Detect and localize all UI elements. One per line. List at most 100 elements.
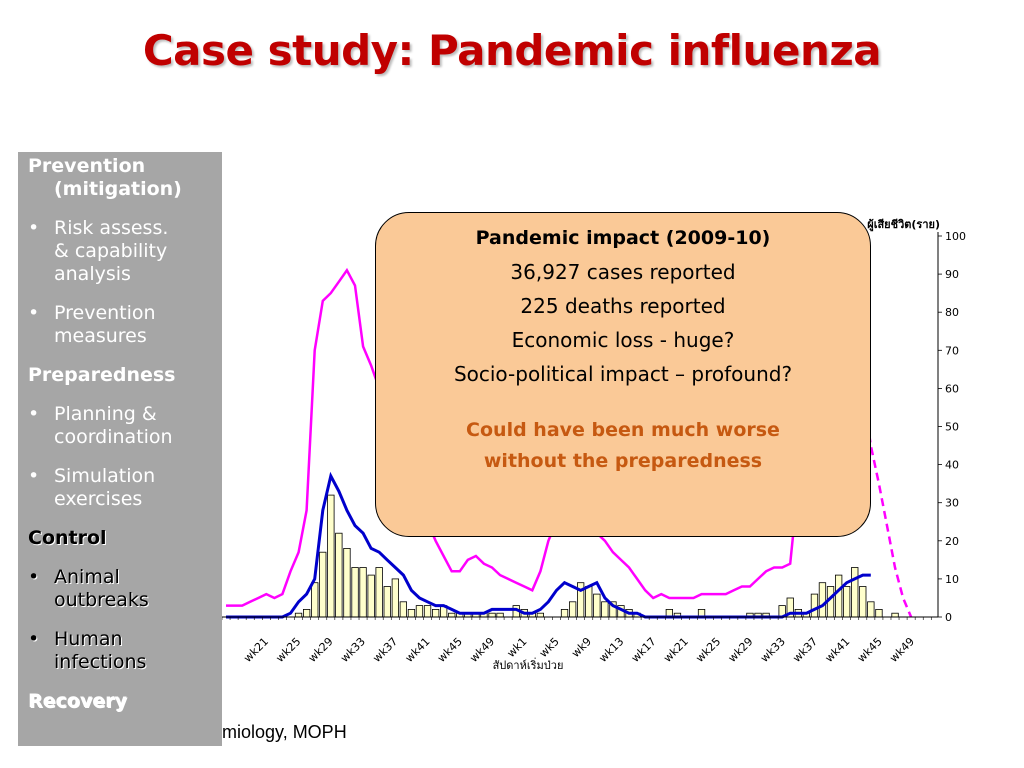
callout-line: Economic loss - huge? bbox=[511, 328, 735, 352]
callout-emphasis: without the preparedness bbox=[483, 450, 763, 472]
bullet: • bbox=[28, 566, 40, 588]
item-line: measures bbox=[54, 325, 147, 347]
x-tick-label: wk45 bbox=[855, 635, 885, 665]
y-tick-label: 20 bbox=[945, 535, 959, 548]
item-line: Planning & bbox=[54, 403, 157, 425]
item-line: coordination bbox=[54, 426, 173, 448]
bar bbox=[859, 586, 867, 618]
bullet: • bbox=[28, 465, 40, 487]
y-tick-label: 100 bbox=[945, 230, 966, 243]
item-line: Prevention bbox=[54, 302, 156, 324]
bar bbox=[585, 586, 593, 618]
bar bbox=[367, 574, 375, 618]
y-tick-label: 50 bbox=[945, 421, 959, 434]
list-item: • Animal outbreaks bbox=[18, 566, 222, 612]
bar bbox=[875, 609, 883, 618]
item-line: Human bbox=[54, 628, 123, 650]
bar bbox=[383, 586, 391, 618]
magenta-series-line bbox=[226, 267, 840, 607]
impact-callout-box: Pandemic impact (2009-10) 36,927 cases r… bbox=[375, 212, 871, 537]
item-line: analysis bbox=[54, 263, 131, 285]
bar bbox=[302, 609, 311, 618]
bar bbox=[818, 582, 827, 618]
callout-emphasis: Could have been much worse bbox=[466, 419, 780, 441]
bar bbox=[415, 605, 424, 618]
bar bbox=[810, 593, 819, 618]
x-tick-label: wk45 bbox=[435, 635, 465, 665]
bar bbox=[407, 609, 416, 618]
recovery-heading: Recovery bbox=[28, 690, 127, 712]
item-line: Risk assess. bbox=[54, 217, 169, 239]
bar bbox=[343, 548, 351, 618]
bar bbox=[335, 532, 343, 618]
chart-axes bbox=[221, 232, 939, 620]
y-tick-label: 70 bbox=[945, 344, 959, 357]
item-line: Simulation bbox=[54, 465, 156, 487]
x-tick-label: wk9 bbox=[569, 635, 594, 660]
bar bbox=[536, 612, 544, 618]
bar bbox=[391, 578, 400, 618]
list-item: • Planning & coordination bbox=[18, 403, 222, 449]
callout-heading: Pandemic impact (2009-10) bbox=[475, 227, 771, 249]
prevention-subheading: (mitigation) bbox=[54, 178, 182, 200]
x-tick-label: wk21 bbox=[661, 635, 691, 665]
right-y-tick-labels: 0 10 20 30 40 50 60 70 80 90 100 bbox=[938, 230, 966, 624]
x-tick-labels: wk21 wk25 wk29 wk33 wk37 wk41 wk45 wk49 wk1 wk5 wk… bbox=[241, 635, 917, 665]
item-line: outbreaks bbox=[54, 589, 149, 611]
slide-title: Case study: Pandemic influenza bbox=[142, 26, 882, 75]
bar bbox=[359, 567, 367, 618]
bullet: • bbox=[28, 628, 40, 650]
x-tick-label: wk13 bbox=[596, 635, 626, 665]
bar bbox=[843, 586, 851, 618]
item-line: & capability bbox=[54, 240, 168, 262]
y-tick-label: 60 bbox=[945, 382, 959, 395]
y-tick-label: 10 bbox=[945, 573, 959, 586]
bar bbox=[851, 567, 859, 618]
bar bbox=[867, 601, 875, 618]
bar bbox=[448, 612, 456, 618]
source-footnote: miology, MOPH bbox=[222, 722, 347, 742]
bar bbox=[560, 609, 569, 618]
x-tick-label: wk49 bbox=[887, 635, 917, 665]
item-line: exercises bbox=[54, 488, 143, 510]
y-tick-label: 0 bbox=[945, 611, 952, 624]
bar bbox=[399, 601, 408, 618]
x-axis-label: สัปดาห์เริ่มป่วย bbox=[493, 657, 564, 672]
magenta-series-dashed-tail bbox=[837, 281, 913, 618]
bar bbox=[423, 605, 432, 618]
bar bbox=[431, 609, 440, 618]
bar bbox=[835, 574, 843, 618]
list-item: • Prevention measures bbox=[18, 302, 222, 348]
callout-line: 36,927 cases reported bbox=[510, 260, 736, 284]
item-line: infections bbox=[54, 651, 147, 673]
x-tick-label: wk41 bbox=[403, 635, 433, 665]
bar bbox=[593, 593, 601, 618]
x-tick-label: wk37 bbox=[790, 635, 820, 665]
bar bbox=[488, 612, 496, 618]
item-line: Animal bbox=[54, 566, 120, 588]
bar bbox=[319, 551, 327, 618]
preparedness-heading: Preparedness bbox=[28, 364, 176, 386]
bar bbox=[569, 601, 577, 618]
right-axis-label: ผู้เสียชีวิต(ราย) bbox=[867, 218, 940, 232]
x-tick-label: wk29 bbox=[726, 635, 756, 665]
y-tick-label: 30 bbox=[945, 497, 959, 510]
x-tick-label: wk5 bbox=[537, 635, 562, 660]
callout-line: 225 deaths reported bbox=[520, 294, 726, 318]
bullet: • bbox=[28, 403, 40, 425]
bullet: • bbox=[28, 302, 40, 324]
list-item: • Simulation exercises bbox=[18, 465, 222, 511]
y-tick-label: 80 bbox=[945, 306, 959, 319]
bar bbox=[601, 601, 609, 618]
y-tick-label: 90 bbox=[945, 268, 959, 281]
phases-sidebar: Prevention (mitigation) • Risk assess. &… bbox=[18, 152, 222, 746]
bar bbox=[891, 612, 899, 618]
bar bbox=[294, 612, 303, 618]
x-tick-label: wk25 bbox=[693, 635, 723, 665]
x-tick-label: wk29 bbox=[306, 635, 336, 665]
x-tick-label: wk37 bbox=[370, 635, 400, 665]
bar bbox=[351, 567, 359, 618]
y-tick-label: 40 bbox=[945, 459, 959, 472]
x-tick-label: wk41 bbox=[823, 635, 853, 665]
x-tick-label: wk21 bbox=[241, 635, 271, 665]
